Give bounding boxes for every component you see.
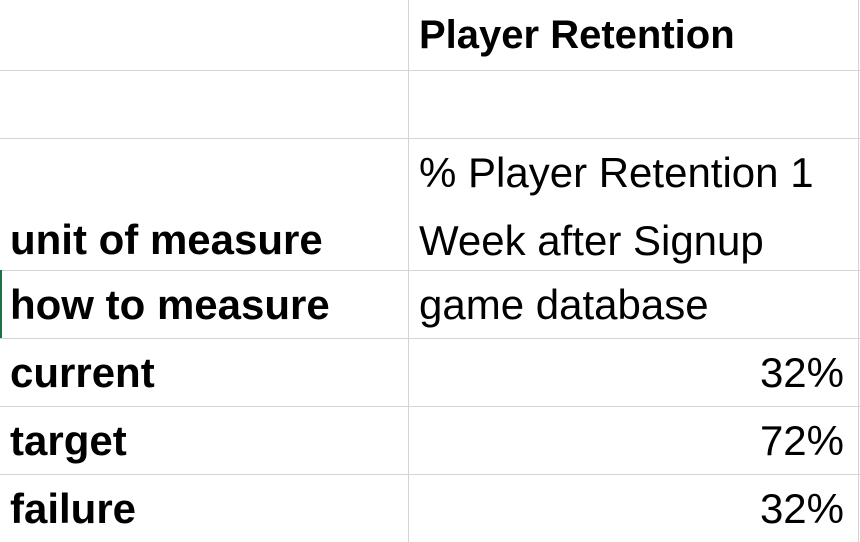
target-label-cell[interactable]: target <box>0 407 409 474</box>
table-row-unit-of-measure: unit of measure % Player Retention 1 Wee… <box>0 138 860 270</box>
target-label: target <box>10 416 127 464</box>
failure-value: 32% <box>759 484 844 532</box>
current-value: 32% <box>759 348 844 396</box>
unit-of-measure-label-cell[interactable]: unit of measure <box>0 139 409 270</box>
unit-of-measure-value: % Player Retention 1 Week after Signup <box>419 149 814 264</box>
how-to-measure-value-cell[interactable]: game database <box>409 271 859 338</box>
how-to-measure-label-cell[interactable]: how to measure <box>0 271 409 338</box>
current-label-cell[interactable]: current <box>0 339 409 406</box>
table-row-how-to-measure: how to measure game database <box>0 270 860 338</box>
empty-label-cell[interactable] <box>0 71 409 138</box>
how-to-measure-label: how to measure <box>10 280 330 328</box>
table-row-empty <box>0 70 860 138</box>
failure-value-cell[interactable]: 32% <box>409 475 859 542</box>
target-value: 72% <box>759 416 844 464</box>
table-row-target: target 72% <box>0 406 860 474</box>
header-label-cell[interactable] <box>0 0 409 70</box>
table-row-header: Player Retention <box>0 0 860 70</box>
how-to-measure-value: game database <box>419 280 709 328</box>
unit-of-measure-label: unit of measure <box>10 216 323 263</box>
failure-label: failure <box>10 484 137 532</box>
target-value-cell[interactable]: 72% <box>409 407 859 474</box>
table-title: Player Retention <box>419 12 735 57</box>
table-row-current: current 32% <box>0 338 860 406</box>
active-cell-indicator <box>0 270 2 338</box>
unit-of-measure-value-cell[interactable]: % Player Retention 1 Week after Signup <box>409 139 859 270</box>
failure-label-cell[interactable]: failure <box>0 475 409 542</box>
table-row-failure: failure 32% <box>0 474 860 542</box>
current-value-cell[interactable]: 32% <box>409 339 859 406</box>
header-title-cell[interactable]: Player Retention <box>409 0 859 70</box>
current-label: current <box>10 348 155 396</box>
empty-value-cell[interactable] <box>409 71 859 138</box>
